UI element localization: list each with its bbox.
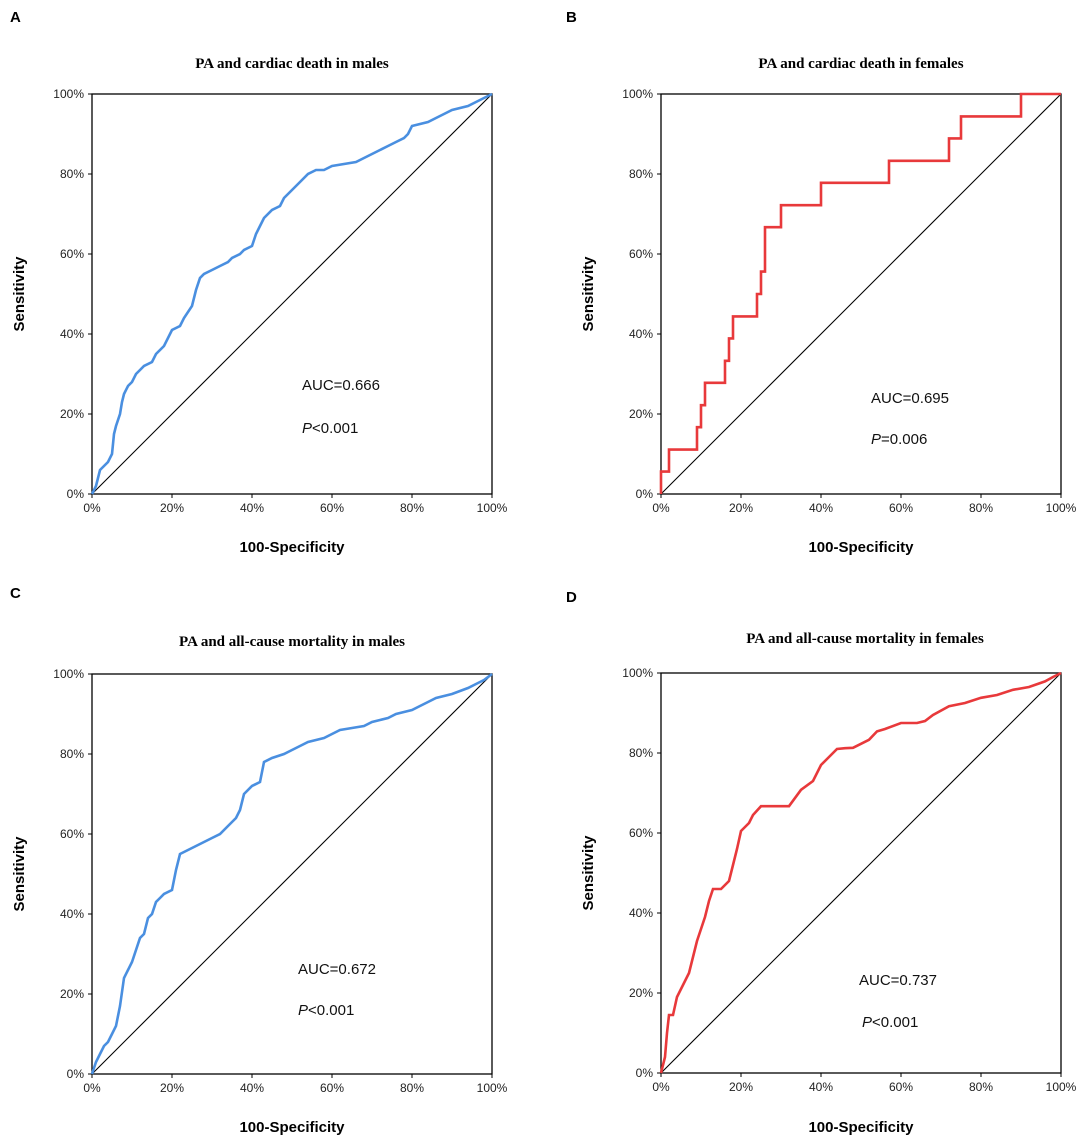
roc-curve-c — [90, 672, 493, 1075]
x-tick-label: 20% — [729, 501, 753, 515]
x-tick-label: 20% — [729, 1080, 753, 1094]
x-tick-label: 60% — [889, 1080, 913, 1094]
y-tick-label: 100% — [53, 87, 84, 101]
panel-label-d: D — [566, 589, 577, 606]
y-tick-label: 60% — [629, 247, 653, 261]
chart-title-b: PA and cardiac death in females — [758, 56, 963, 72]
auc-annotation-a: AUC=0.666 — [302, 377, 380, 394]
panel-d: D PA and all-cause mortality in females … — [566, 589, 1077, 1136]
y-tick-label: 80% — [60, 167, 84, 181]
x-tick-label: 40% — [240, 1081, 264, 1095]
x-tick-label: 0% — [83, 1081, 101, 1095]
x-tick-label: 20% — [160, 501, 184, 515]
y-axis-label-a: Sensitivity — [11, 256, 28, 332]
x-axis-label-a: 100-Specificity — [239, 539, 345, 556]
roc-curve-a — [90, 92, 493, 495]
panel-label-b: B — [566, 9, 577, 26]
y-axis-label-d: Sensitivity — [580, 835, 597, 911]
chart-title-c: PA and all-cause mortality in males — [179, 634, 405, 650]
x-axis-label-c: 100-Specificity — [239, 1119, 345, 1136]
x-tick-label: 20% — [160, 1081, 184, 1095]
x-tick-label: 60% — [320, 1081, 344, 1095]
y-axis-label-c: Sensitivity — [11, 836, 28, 912]
y-tick-label: 0% — [67, 487, 85, 501]
y-tick-label: 40% — [629, 906, 653, 920]
auc-annotation-b: AUC=0.695 — [871, 390, 949, 407]
x-tick-label: 0% — [652, 1080, 670, 1094]
p-annotation-a: P<0.001 — [302, 420, 358, 437]
p-annotation-d: P<0.001 — [862, 1014, 918, 1031]
x-tick-label: 80% — [969, 501, 993, 515]
y-tick-label: 0% — [636, 487, 654, 501]
y-tick-label: 80% — [629, 746, 653, 760]
x-tick-label: 100% — [1046, 501, 1077, 515]
x-tick-label: 80% — [400, 1081, 424, 1095]
y-tick-label: 0% — [636, 1066, 654, 1080]
plot-area-a: 0% 20% 40% 60% 80% 100% 0% 20% 40% 60% 80% 100% — [53, 87, 507, 515]
y-tick-label: 80% — [629, 167, 653, 181]
roc-curve-b — [659, 92, 1061, 494]
x-tick-label: 100% — [1046, 1080, 1077, 1094]
y-tick-label: 100% — [622, 87, 653, 101]
roc-curve-d — [659, 671, 1062, 1074]
y-tick-label: 20% — [60, 407, 84, 421]
y-tick-label: 60% — [60, 247, 84, 261]
y-tick-label: 20% — [629, 986, 653, 1000]
plot-area-b: 0% 20% 40% 60% 80% 100% 0% 20% 40% 60% 80% 100% — [622, 87, 1076, 515]
x-tick-label: 80% — [969, 1080, 993, 1094]
x-tick-label: 40% — [809, 501, 833, 515]
y-tick-label: 40% — [629, 327, 653, 341]
y-axis-label-b: Sensitivity — [580, 256, 597, 332]
y-tick-label: 20% — [629, 407, 653, 421]
x-axis-label-b: 100-Specificity — [808, 539, 914, 556]
panel-label-a: A — [10, 9, 21, 26]
y-tick-label: 60% — [629, 826, 653, 840]
x-tick-label: 60% — [320, 501, 344, 515]
reference-diagonal — [660, 672, 1062, 1074]
y-tick-label: 80% — [60, 747, 84, 761]
panel-label-c: C — [10, 585, 21, 602]
chart-title-a: PA and cardiac death in males — [195, 56, 389, 72]
x-tick-label: 40% — [809, 1080, 833, 1094]
plot-frame — [91, 673, 493, 1075]
p-annotation-b: P=0.006 — [871, 431, 927, 448]
auc-annotation-c: AUC=0.672 — [298, 961, 376, 978]
y-tick-label: 60% — [60, 827, 84, 841]
y-tick-label: 100% — [622, 666, 653, 680]
auc-annotation-d: AUC=0.737 — [859, 972, 937, 989]
p-annotation-c: P<0.001 — [298, 1002, 354, 1019]
plot-area-d: 0% 20% 40% 60% 80% 100% 0% 20% 40% 60% 80% 100% — [622, 666, 1076, 1094]
x-tick-label: 100% — [477, 1081, 508, 1095]
plot-frame — [660, 672, 1062, 1074]
x-tick-label: 60% — [889, 501, 913, 515]
y-tick-label: 40% — [60, 907, 84, 921]
plot-area-c: 0% 20% 40% 60% 80% 100% 0% 20% 40% 60% 80% 100% — [53, 667, 507, 1095]
y-tick-label: 0% — [67, 1067, 85, 1081]
reference-diagonal — [91, 93, 493, 495]
plot-frame — [660, 93, 1062, 495]
x-tick-label: 100% — [477, 501, 508, 515]
x-tick-label: 0% — [652, 501, 670, 515]
plot-frame — [91, 93, 493, 495]
panel-c: C PA and all-cause mortality in males 0%… — [10, 585, 508, 1136]
y-tick-label: 100% — [53, 667, 84, 681]
reference-diagonal — [660, 93, 1062, 495]
panel-b: B PA and cardiac death in females 0% 20% 4… — [566, 9, 1077, 556]
x-axis-label-d: 100-Specificity — [808, 1119, 914, 1136]
y-tick-label: 20% — [60, 987, 84, 1001]
chart-title-d: PA and all-cause mortality in females — [746, 631, 984, 647]
panel-a: A PA and cardiac death in males 0% 20% 40%… — [10, 9, 508, 556]
y-tick-label: 40% — [60, 327, 84, 341]
x-tick-label: 80% — [400, 501, 424, 515]
x-tick-label: 0% — [83, 501, 101, 515]
x-tick-label: 40% — [240, 501, 264, 515]
reference-diagonal — [91, 673, 493, 1075]
